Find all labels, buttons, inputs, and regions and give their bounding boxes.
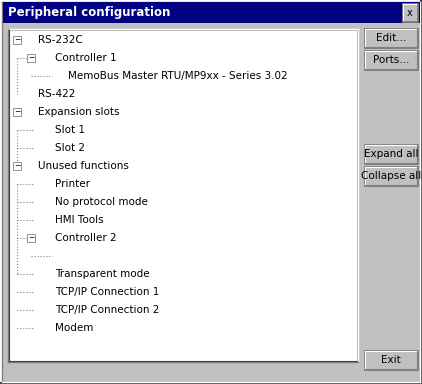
Text: −: −: [14, 35, 20, 45]
Text: HMI Tools: HMI Tools: [55, 215, 104, 225]
Bar: [364, 166, 418, 186]
Bar: [364, 144, 418, 164]
Text: Slot 2: Slot 2: [55, 143, 85, 153]
Bar: [13, 108, 21, 116]
Bar: [27, 54, 35, 62]
Text: Slot 1: Slot 1: [55, 125, 85, 135]
Text: −: −: [14, 108, 20, 116]
Text: x: x: [407, 8, 413, 18]
Bar: [8, 29, 358, 362]
Bar: [364, 350, 418, 370]
Bar: [364, 144, 418, 164]
Text: Collapse all: Collapse all: [361, 171, 421, 181]
Text: MemoBus Master RTU/MP9xx - Series 3.02: MemoBus Master RTU/MP9xx - Series 3.02: [68, 71, 288, 81]
Text: TCP/IP Connection 2: TCP/IP Connection 2: [55, 305, 160, 315]
Text: Expand all: Expand all: [364, 149, 418, 159]
Bar: [364, 28, 418, 48]
Text: Peripheral configuration: Peripheral configuration: [8, 6, 170, 19]
Bar: [364, 50, 418, 70]
Bar: [364, 50, 418, 70]
Text: Exit: Exit: [381, 355, 401, 365]
Bar: [3, 2, 420, 23]
Bar: [402, 3, 418, 22]
Bar: [27, 234, 35, 242]
Bar: [13, 162, 21, 170]
Text: Controller 1: Controller 1: [55, 53, 116, 63]
Bar: [13, 36, 21, 44]
Text: TCP/IP Connection 1: TCP/IP Connection 1: [55, 287, 160, 297]
Text: No protocol mode: No protocol mode: [55, 197, 148, 207]
Text: Edit...: Edit...: [376, 33, 406, 43]
Text: Ports...: Ports...: [373, 55, 409, 65]
Text: Unused functions: Unused functions: [38, 161, 129, 171]
Bar: [364, 28, 418, 48]
Text: −: −: [28, 53, 34, 63]
Bar: [364, 350, 418, 370]
Text: RS-422: RS-422: [38, 89, 76, 99]
Text: Controller 2: Controller 2: [55, 233, 116, 243]
Bar: [364, 166, 418, 186]
Text: Printer: Printer: [55, 179, 90, 189]
Text: −: −: [14, 162, 20, 170]
Text: RS-232C: RS-232C: [38, 35, 83, 45]
Text: Expansion slots: Expansion slots: [38, 107, 119, 117]
Text: Modem: Modem: [55, 323, 93, 333]
Text: −: −: [28, 233, 34, 243]
Text: Transparent mode: Transparent mode: [55, 269, 150, 279]
